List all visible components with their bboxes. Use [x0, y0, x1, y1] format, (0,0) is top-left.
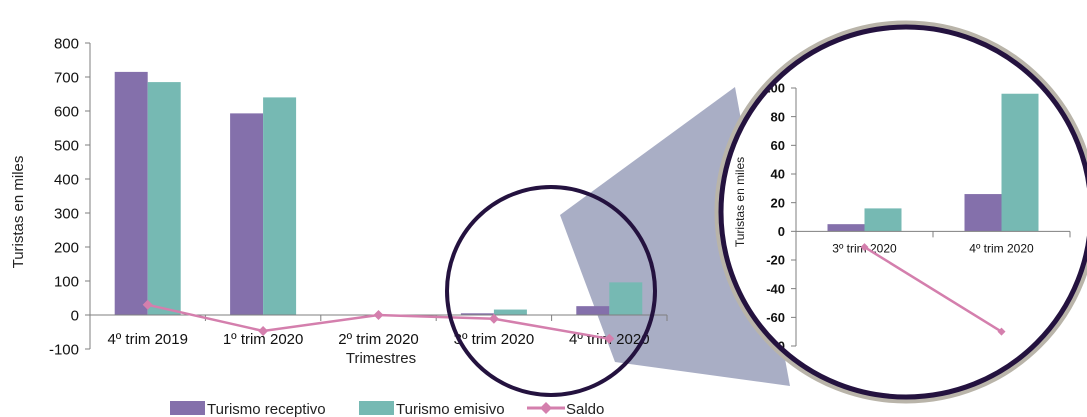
inset-bar-receptivo	[827, 224, 865, 232]
main-saldo-marker	[488, 313, 499, 324]
main-x-axis-title: Trimestres	[346, 350, 416, 367]
main-category-label: 4º trim 2019	[107, 331, 188, 348]
inset-y-tick-label: -20	[766, 253, 785, 268]
inset-ring	[718, 24, 1087, 400]
main-category-labels: 4º trim 2019 1º trim 2020 2º trim 2020 3º t…	[107, 331, 649, 348]
inset-y-tick-label: 80	[771, 109, 785, 124]
inset-saldo-line	[860, 243, 1006, 336]
main-bar-emisivo	[609, 282, 643, 315]
main-saldo-marker	[142, 299, 153, 310]
main-bar-receptivo	[114, 71, 148, 316]
main-y-tick-label: 400	[54, 171, 79, 188]
inset-bars	[827, 93, 1039, 232]
main-y-tick-label: 600	[54, 103, 79, 120]
inset-x-axis	[795, 230, 1071, 238]
main-saldo-marker	[604, 333, 615, 344]
main-y-axis-title: Turistas en miles	[10, 156, 27, 269]
inset-y-axis	[791, 87, 797, 347]
main-y-tick-label: 200	[54, 239, 79, 256]
legend-label-emisivo: Turismo emisivo	[396, 401, 505, 417]
inset-y-tick-label: -40	[766, 281, 785, 296]
main-y-tick-label: -100	[49, 341, 79, 358]
main-chart: -100 0 100 200 300 400 500 600 700 800 4º trim 20…	[10, 35, 668, 367]
inset-background	[723, 29, 1087, 395]
main-category-label: 2º trim 2020	[338, 331, 419, 348]
inset-bar-emisivo	[1001, 93, 1039, 232]
inset-saldo-marker	[860, 243, 869, 252]
inset-outer-ring	[714, 20, 1087, 404]
inset-y-tick-label: 0	[778, 224, 785, 239]
inset-category-label: 4º trim 2020	[969, 241, 1034, 255]
main-bar-emisivo	[263, 97, 297, 316]
main-category-label: 1º trim 2020	[223, 331, 304, 348]
main-category-label: 3º trim 2020	[454, 331, 535, 348]
legend-label-receptivo: Turismo receptivo	[207, 401, 326, 417]
zoom-selection-circle	[445, 185, 657, 397]
main-y-axis	[85, 42, 91, 350]
inset-y-tick-label: 20	[771, 195, 785, 210]
legend: Turismo receptivo Turismo emisivo Saldo	[170, 401, 604, 417]
main-y-tick-label: 700	[54, 69, 79, 86]
main-y-tick-label: 500	[54, 137, 79, 154]
main-y-tick-label: 800	[54, 35, 79, 52]
main-bar-receptivo	[230, 113, 264, 315]
main-saldo-marker	[258, 325, 269, 336]
main-saldo-marker	[373, 310, 384, 320]
inset-y-tick-label: 60	[771, 138, 785, 153]
main-y-tick-labels: -100 0 100 200 300 400 500 600 700 800	[49, 35, 79, 358]
legend-swatch-receptivo	[170, 401, 205, 415]
legend-swatch-emisivo	[359, 401, 394, 415]
inset-saldo-polyline	[863, 246, 1003, 333]
main-saldo-line	[142, 299, 615, 344]
main-bars	[114, 71, 643, 316]
inset-saldo-marker	[997, 327, 1006, 336]
inset-y-tick-label: -60	[766, 310, 785, 325]
inset-y-tick-label: 40	[771, 167, 785, 182]
legend-marker-saldo	[540, 402, 552, 414]
main-bar-emisivo	[147, 82, 181, 315]
legend-label-saldo: Saldo	[566, 401, 604, 417]
main-y-tick-label: 300	[54, 205, 79, 222]
main-y-tick-label: 0	[71, 307, 79, 324]
inset-bar-receptivo	[964, 194, 1002, 232]
inset-y-axis-title: Turistas en miles	[733, 157, 747, 247]
main-bar-emisivo	[493, 309, 527, 315]
main-bar-receptivo	[576, 306, 610, 315]
main-y-tick-label: 100	[54, 273, 79, 290]
main-bar-receptivo	[460, 313, 494, 315]
inset-bar-emisivo	[864, 208, 902, 232]
